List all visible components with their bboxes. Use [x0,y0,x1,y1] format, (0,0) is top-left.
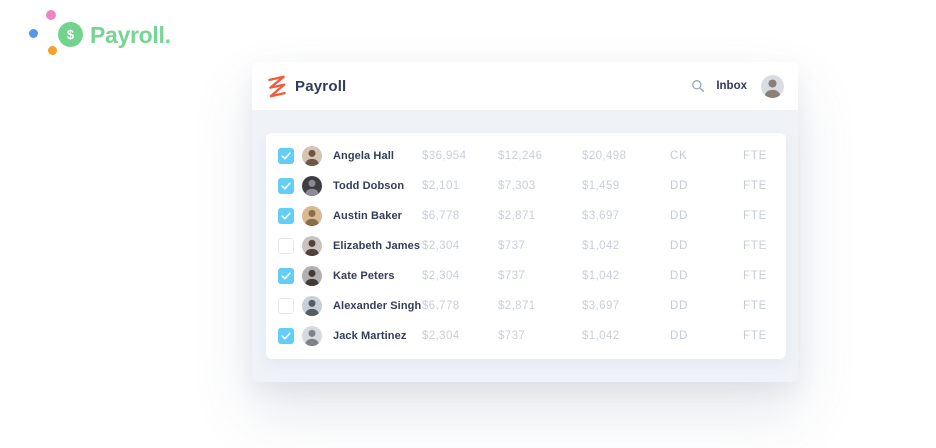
app-title: Payroll [295,77,347,95]
employee-avatar [302,146,322,166]
amount-col-1: $6,778 [422,210,460,222]
pay-method: DD [670,210,689,222]
table-row: Austin Baker $6,778 $2,871 $3,697 DD FTE [266,201,786,231]
employment-type: FTE [743,150,768,162]
pay-method: DD [670,180,689,192]
employment-type: FTE [743,300,768,312]
amount-col-3: $1,459 [582,180,620,192]
pink-dot-icon [46,10,56,20]
employee-avatar [302,236,322,256]
row-checkbox[interactable] [278,208,294,224]
amount-col-1: $2,304 [422,240,460,252]
pay-method: DD [670,270,689,282]
table-row: Todd Dobson $2,101 $7,303 $1,459 DD FTE [266,171,786,201]
amount-col-3: $3,697 [582,210,620,222]
employment-type: FTE [743,180,768,192]
table-row: Angela Hall $36,954 $12,246 $20,498 CK F… [266,141,786,171]
employment-type: FTE [743,210,768,222]
employee-avatar [302,266,322,286]
user-avatar[interactable] [761,74,784,98]
employee-name: Jack Martinez [333,330,407,342]
employee-name: Alexander Singh [333,300,422,312]
table-row: Jack Martinez $2,304 $737 $1,042 DD FTE [266,321,786,351]
amount-col-1: $36,954 [422,150,467,162]
employment-type: FTE [743,270,768,282]
inbox-button[interactable]: Inbox [716,80,747,92]
row-checkbox[interactable] [278,148,294,164]
employee-avatar [302,206,322,226]
employee-name: Kate Peters [333,270,395,282]
pay-method: DD [670,240,689,252]
amount-col-2: $12,246 [498,150,543,162]
amount-col-3: $20,498 [582,150,627,162]
employee-avatar [302,176,322,196]
amount-col-2: $7,303 [498,180,536,192]
table-row: Elizabeth James $2,304 $737 $1,042 DD FT… [266,231,786,261]
amount-col-3: $1,042 [582,240,620,252]
amount-col-2: $2,871 [498,300,536,312]
amount-col-3: $1,042 [582,330,620,342]
payroll-table: Angela Hall $36,954 $12,246 $20,498 CK F… [266,133,786,359]
dollar-badge-icon: $ [58,22,83,47]
employee-name: Todd Dobson [333,180,405,192]
row-checkbox[interactable] [278,178,294,194]
row-checkbox[interactable] [278,298,294,314]
blue-dot-icon [29,29,38,38]
row-checkbox[interactable] [278,268,294,284]
employment-type: FTE [743,240,768,252]
amount-col-3: $3,697 [582,300,620,312]
pay-method: CK [670,150,688,162]
amount-col-2: $737 [498,240,526,252]
brand-logo: $ Payroll. [0,0,300,70]
table-row: Kate Peters $2,304 $737 $1,042 DD FTE [266,261,786,291]
amount-col-3: $1,042 [582,270,620,282]
pay-method: DD [670,330,689,342]
employee-name: Elizabeth James [333,240,421,252]
amount-col-1: $2,304 [422,330,460,342]
row-checkbox[interactable] [278,238,294,254]
brand-name: Payroll. [90,22,171,48]
pay-method: DD [670,300,689,312]
header-actions: Inbox [691,74,784,98]
amount-col-2: $2,871 [498,210,536,222]
row-checkbox[interactable] [278,328,294,344]
employment-type: FTE [743,330,768,342]
app-logo-zigzag-icon [268,75,286,98]
amount-col-1: $2,101 [422,180,460,192]
app-header: Payroll Inbox [252,62,798,110]
payroll-app-window: Payroll Inbox Angela Hall $36,954 $12,24… [252,62,798,382]
amount-col-2: $737 [498,270,526,282]
employee-avatar [302,296,322,316]
amount-col-1: $6,778 [422,300,460,312]
employee-avatar [302,326,322,346]
orange-dot-icon [48,46,57,55]
table-row: Alexander Singh $6,778 $2,871 $3,697 DD … [266,291,786,321]
search-icon[interactable] [691,79,705,93]
amount-col-1: $2,304 [422,270,460,282]
employee-name: Austin Baker [333,210,403,222]
employee-name: Angela Hall [333,150,395,162]
amount-col-2: $737 [498,330,526,342]
